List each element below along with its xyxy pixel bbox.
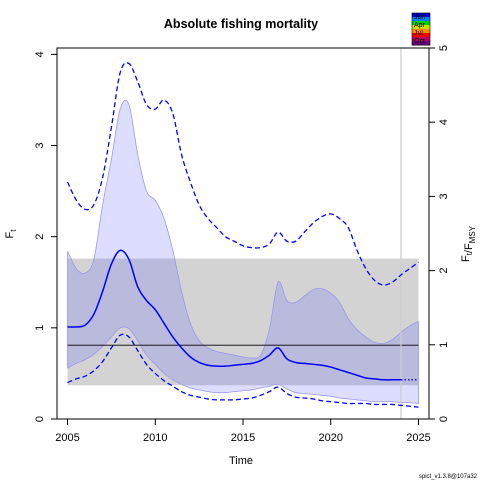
axes: 2005 2010 2015 2020 2025 0 1 2 3 4 0 1 2 3 4 5 xyxy=(34,45,450,444)
y-right-tick-label: 2 xyxy=(438,268,450,274)
y-tick-label: 4 xyxy=(34,51,46,57)
version-footnote: spict_v1.3.8@107a32 xyxy=(419,474,478,480)
x-axis-label: Time xyxy=(229,455,253,467)
legend-swatch xyxy=(412,33,430,38)
f-estimate-line xyxy=(67,249,401,381)
lower-prediction-line xyxy=(67,333,419,408)
y-tick-label: 0 xyxy=(34,416,46,422)
x-tick-label: 2015 xyxy=(231,432,255,444)
chart-title: Absolute fishing mortality xyxy=(164,17,318,31)
legend-swatch xyxy=(412,17,430,22)
legend-label: Jan xyxy=(414,14,425,21)
upper-prediction-line xyxy=(66,62,419,286)
y-tick-label: 3 xyxy=(34,142,46,148)
y-axis-right-label: Ft/FMSY xyxy=(460,225,477,262)
legend-swatch xyxy=(412,13,430,18)
y-tick-label: 1 xyxy=(34,325,46,331)
legend-frame xyxy=(411,12,431,46)
y-right-tick-label: 4 xyxy=(438,119,450,125)
legend-swatch xyxy=(412,21,430,26)
legend-swatch xyxy=(412,37,430,42)
f-confidence-region xyxy=(67,99,419,404)
y-tick-label: 2 xyxy=(34,234,46,240)
plot-area xyxy=(66,48,419,419)
legend-swatch xyxy=(412,29,430,34)
x-tick-label: 2010 xyxy=(143,432,167,444)
y-axis-label: Ft xyxy=(4,229,18,239)
legend-label: Jul xyxy=(414,30,423,37)
legend-swatch xyxy=(412,25,430,30)
legend-label: Apr xyxy=(414,22,426,29)
y-right-tick-label: 1 xyxy=(438,342,450,348)
y-right-tick-label: 5 xyxy=(438,45,450,51)
legend-swatch xyxy=(412,41,430,46)
x-tick-label: 2005 xyxy=(55,432,79,444)
legend-label: Oct xyxy=(414,38,425,45)
x-tick-label: 2020 xyxy=(318,432,342,444)
y-right-tick-label: 3 xyxy=(438,193,450,199)
y-right-tick-label: 0 xyxy=(438,416,450,422)
x-tick-label: 2025 xyxy=(406,432,430,444)
